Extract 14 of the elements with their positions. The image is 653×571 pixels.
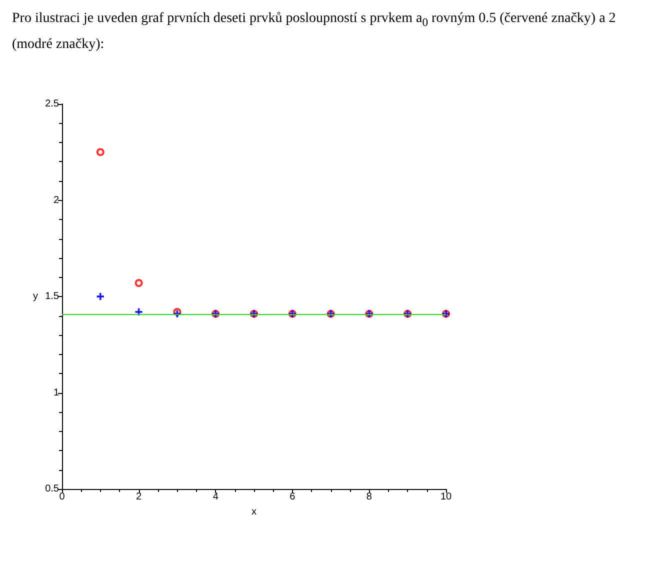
y-axis-title: y: [33, 291, 38, 302]
x-tick-label: 6: [290, 492, 296, 502]
x-tick-label: 10: [440, 492, 452, 502]
x-tick-label: 8: [366, 492, 372, 502]
x-tick-label: 2: [136, 492, 142, 502]
y-tick-label: 1.5: [45, 291, 60, 302]
y-tick-label: 0.5: [45, 484, 60, 494]
y-tick-label: 2.5: [45, 98, 60, 110]
y-tick-label: 2: [53, 194, 60, 206]
x-tick-label: 4: [212, 492, 219, 502]
x-axis-title: x: [252, 506, 256, 518]
y-tick-label: 1: [53, 387, 60, 398]
chart-title: Pro ilustraci je uveden graf prvních deseti prvků posloupností s prvkem a$_{0}$ rovným 0.5 (červené značky) a 2 (modré značky):: [12, 11, 616, 52]
x-tick-label: 0: [59, 492, 66, 502]
